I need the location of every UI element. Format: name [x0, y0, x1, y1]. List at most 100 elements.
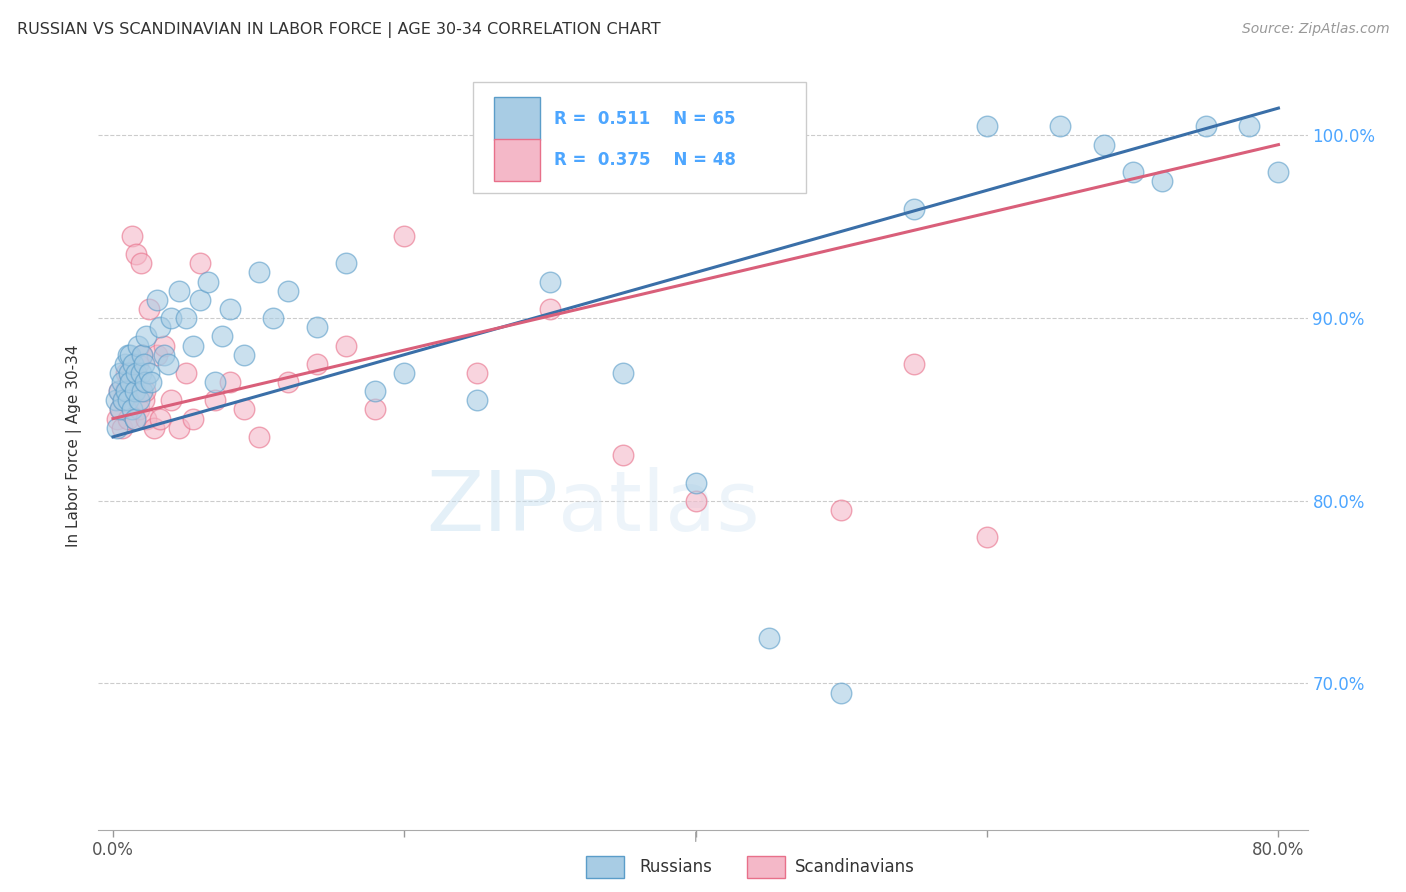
Point — [121, 229, 143, 244]
Point — [110, 366, 132, 380]
Point — [160, 311, 183, 326]
Point — [157, 357, 180, 371]
Point — [138, 366, 160, 380]
Text: R =  0.511    N = 65: R = 0.511 N = 65 — [554, 110, 735, 128]
Point — [117, 393, 139, 408]
Point — [153, 348, 176, 362]
Point — [105, 421, 128, 435]
Point — [277, 284, 299, 298]
Point — [538, 275, 561, 289]
Point — [233, 402, 256, 417]
Point — [830, 503, 852, 517]
Point — [160, 393, 183, 408]
Point — [134, 375, 156, 389]
Point — [124, 411, 146, 425]
Point — [262, 311, 284, 326]
Point — [612, 366, 634, 380]
FancyBboxPatch shape — [474, 81, 806, 193]
Point — [117, 375, 139, 389]
Point — [128, 402, 150, 417]
Point — [134, 384, 156, 399]
Point — [124, 384, 146, 399]
Point — [247, 265, 270, 279]
FancyBboxPatch shape — [494, 139, 540, 181]
Point — [465, 393, 488, 408]
Point — [167, 421, 190, 435]
Point — [110, 402, 132, 417]
Point — [125, 247, 148, 261]
Point — [110, 402, 132, 417]
Point — [758, 631, 780, 645]
Point — [121, 402, 143, 417]
Point — [117, 411, 139, 425]
Point — [181, 338, 204, 352]
Text: RUSSIAN VS SCANDINAVIAN IN LABOR FORCE | AGE 30-34 CORRELATION CHART: RUSSIAN VS SCANDINAVIAN IN LABOR FORCE |… — [17, 22, 661, 38]
Point — [211, 329, 233, 343]
Point — [1194, 120, 1216, 134]
Point — [132, 393, 155, 408]
Point — [233, 348, 256, 362]
Point — [114, 357, 136, 371]
Point — [125, 366, 148, 380]
Point — [204, 375, 226, 389]
Point — [149, 320, 172, 334]
Point — [129, 256, 152, 270]
Point — [127, 338, 149, 352]
Text: Russians: Russians — [640, 858, 713, 876]
Text: Source: ZipAtlas.com: Source: ZipAtlas.com — [1241, 22, 1389, 37]
Point — [129, 366, 152, 380]
Point — [135, 329, 157, 343]
Point — [174, 366, 197, 380]
Y-axis label: In Labor Force | Age 30-34: In Labor Force | Age 30-34 — [66, 344, 83, 548]
Text: atlas: atlas — [558, 467, 759, 548]
Point — [335, 256, 357, 270]
Point — [903, 202, 925, 216]
Point — [135, 411, 157, 425]
Point — [830, 685, 852, 699]
Point — [218, 375, 240, 389]
Point — [1150, 174, 1173, 188]
Point — [247, 430, 270, 444]
Point — [538, 301, 561, 316]
Point — [124, 411, 146, 425]
Point — [122, 357, 145, 371]
Point — [104, 393, 127, 408]
Point — [394, 229, 416, 244]
Point — [1239, 120, 1261, 134]
Point — [335, 338, 357, 352]
Point — [277, 375, 299, 389]
Point — [612, 448, 634, 462]
Point — [903, 357, 925, 371]
Point — [120, 375, 142, 389]
Point — [218, 301, 240, 316]
Point — [685, 493, 707, 508]
Point — [131, 348, 153, 362]
Point — [105, 411, 128, 425]
Point — [305, 357, 328, 371]
Point — [145, 348, 167, 362]
Point — [149, 411, 172, 425]
Point — [111, 421, 134, 435]
Point — [139, 375, 162, 389]
Point — [112, 393, 135, 408]
Point — [1267, 165, 1289, 179]
Point — [976, 530, 998, 544]
Point — [1122, 165, 1144, 179]
Point — [111, 375, 134, 389]
Point — [364, 384, 387, 399]
Point — [190, 293, 212, 307]
Point — [181, 411, 204, 425]
Point — [190, 256, 212, 270]
Point — [108, 384, 131, 399]
Point — [197, 275, 219, 289]
Point — [153, 338, 176, 352]
Point — [167, 284, 190, 298]
Point — [138, 301, 160, 316]
FancyBboxPatch shape — [494, 97, 540, 140]
Point — [122, 366, 145, 380]
Point — [117, 348, 139, 362]
Point — [120, 348, 142, 362]
Point — [174, 311, 197, 326]
Point — [1049, 120, 1071, 134]
Point — [115, 366, 138, 380]
